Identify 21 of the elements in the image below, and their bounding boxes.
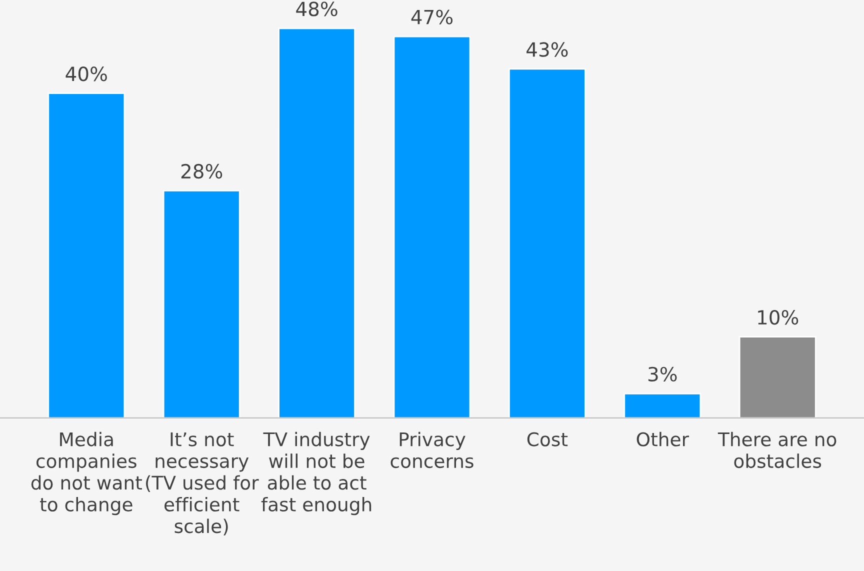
x-tick-label: Cost — [527, 432, 568, 446]
bar — [393, 36, 471, 418]
data-label: 47% — [411, 10, 453, 24]
x-tick-label: Privacy concerns — [390, 432, 474, 468]
bar — [624, 392, 702, 418]
x-tick-label: Other — [636, 432, 690, 446]
bar — [48, 92, 126, 418]
x-tick-label: Media companies do not want to change — [31, 432, 142, 516]
x-tick-label: TV industry will not be able to act fast enough — [261, 432, 372, 516]
bar — [738, 336, 816, 418]
data-label: 43% — [526, 42, 568, 57]
bar — [278, 28, 356, 418]
data-label: 28% — [181, 164, 222, 179]
bar — [508, 68, 586, 418]
data-label: 48% — [296, 2, 338, 16]
x-tick-label: It’s not necessary (TV used for efficient scale) — [146, 432, 259, 536]
data-label: 10% — [758, 310, 798, 325]
bar — [162, 190, 240, 418]
data-label: 3% — [648, 366, 677, 382]
x-tick-label: There are no obstacles — [718, 432, 836, 468]
data-label: 40% — [66, 66, 107, 82]
